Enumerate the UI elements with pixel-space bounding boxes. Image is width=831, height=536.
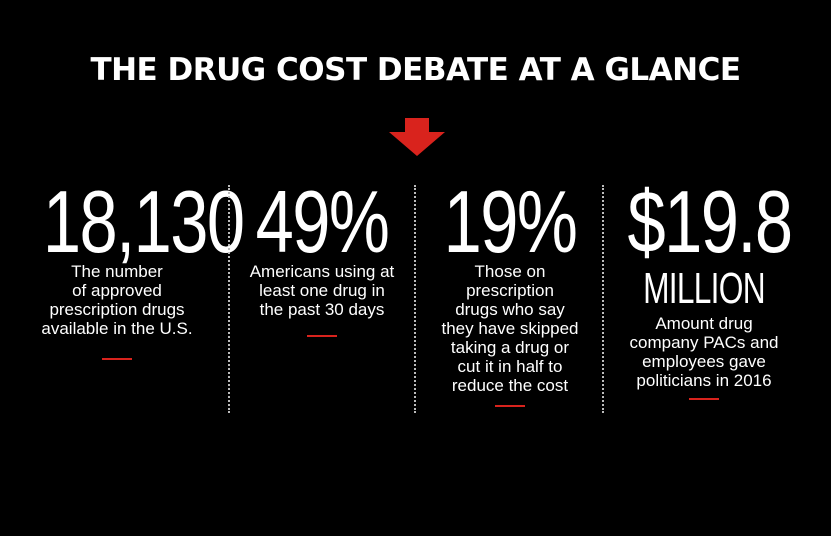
- stat-description: Amount drug company PACs and employees g…: [629, 314, 779, 390]
- page-title: THE DRUG COST DEBATE AT A GLANCE: [90, 52, 741, 88]
- column-divider: [228, 185, 230, 413]
- arrow-down-icon: [389, 118, 445, 156]
- red-underline: [307, 335, 337, 337]
- red-underline: [495, 405, 525, 407]
- stat-value: $19.8: [627, 172, 794, 271]
- column-divider: [414, 185, 416, 413]
- stat-pac-contributions: $19.8 MILLION Amount drug company PACs a…: [606, 178, 802, 400]
- stat-unit: MILLION: [643, 264, 765, 313]
- stat-description: Americans using at least one drug in the…: [249, 262, 395, 319]
- stat-description: The number of approved prescription drug…: [41, 262, 193, 338]
- stat-approved-drugs: 18,130 The number of approved prescripti…: [22, 172, 245, 360]
- stat-description: Those on prescription drugs who say they…: [441, 262, 579, 395]
- stat-value: 19%: [443, 172, 578, 271]
- red-underline: [689, 398, 719, 400]
- stat-value: 18,130: [42, 172, 245, 271]
- stat-skipped-drugs: 19% Those on prescription drugs who say …: [420, 178, 600, 407]
- column-divider: [602, 185, 604, 413]
- stat-value: 49%: [255, 172, 390, 271]
- stat-americans-using: 49% Americans using at least one drug in…: [232, 178, 412, 337]
- red-underline: [102, 358, 132, 360]
